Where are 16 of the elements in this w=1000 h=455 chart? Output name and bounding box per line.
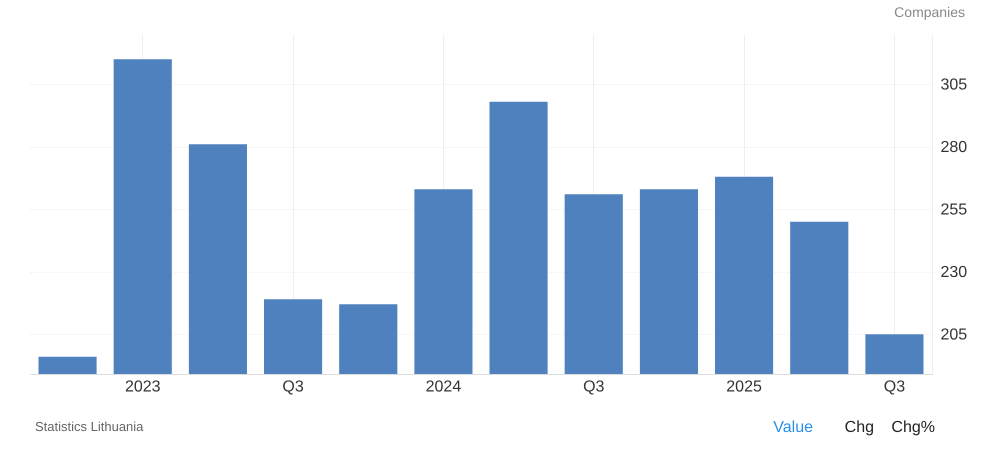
y-tick-label: 205 [940,326,968,344]
y-tick-label: 230 [940,264,968,281]
text: Statistics Lithuania [35,419,144,434]
y-axis-title: Companies [894,4,965,20]
y-tick-label: 305 [940,76,968,94]
x-tick-label: Q3 [282,378,304,396]
y-tick-label: 280 [940,139,968,156]
text: Chg [844,419,874,436]
x-tick-label: 2023 [124,378,161,396]
text: Value [773,419,814,436]
y-tick-label: 255 [940,202,968,218]
x-tick-label: 2024 [426,378,462,396]
x-tick-label: Q3 [884,378,906,396]
x-tick-label: Q3 [583,378,605,396]
text: Chg% [891,419,935,436]
x-tick-label: 2025 [726,378,762,396]
